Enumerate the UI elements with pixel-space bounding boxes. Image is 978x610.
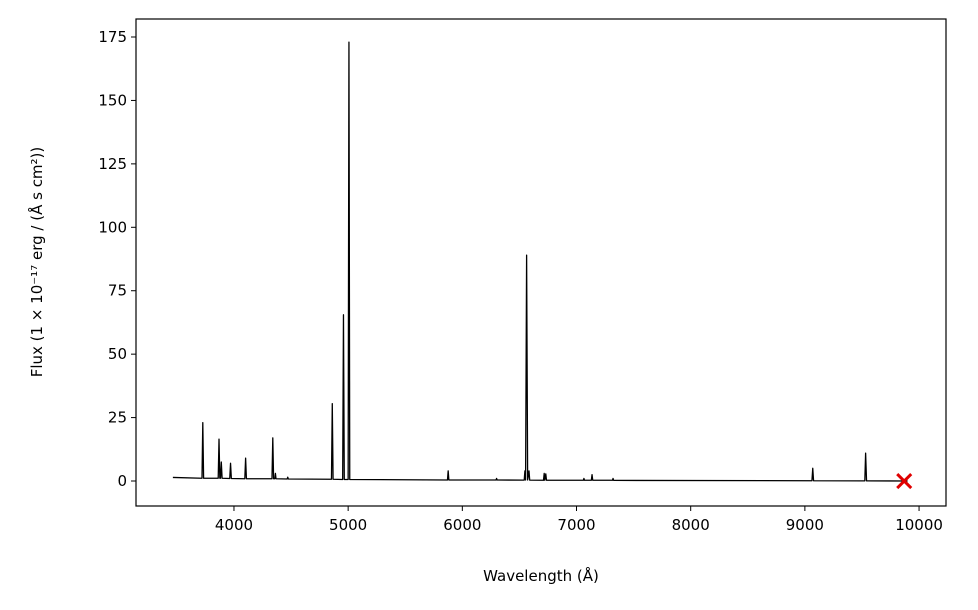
y-tick-label: 25 <box>108 409 127 427</box>
x-tick-label: 6000 <box>443 516 481 534</box>
x-tick-label: 8000 <box>672 516 710 534</box>
y-tick-label: 125 <box>98 155 127 173</box>
x-tick-label: 5000 <box>329 516 367 534</box>
x-tick-label: 4000 <box>215 516 253 534</box>
x-tick-label: 7000 <box>557 516 595 534</box>
y-tick-label: 175 <box>98 28 127 46</box>
spectrum-line <box>172 41 908 482</box>
marker <box>896 472 913 490</box>
x-tick-label: 10000 <box>895 516 943 534</box>
x-tick-label: 9000 <box>786 516 824 534</box>
plot-frame <box>135 18 947 507</box>
y-tick-label: 150 <box>98 91 127 109</box>
y-tick-label: 50 <box>108 345 127 363</box>
y-tick-label: 100 <box>98 218 127 236</box>
y-axis-label: Flux (1 × 10⁻¹⁷ erg / (Å s cm²)) <box>27 147 46 378</box>
y-tick-label: 75 <box>108 282 127 300</box>
x-axis-label: Wavelength (Å) <box>483 566 599 585</box>
y-tick-label: 0 <box>117 472 127 490</box>
